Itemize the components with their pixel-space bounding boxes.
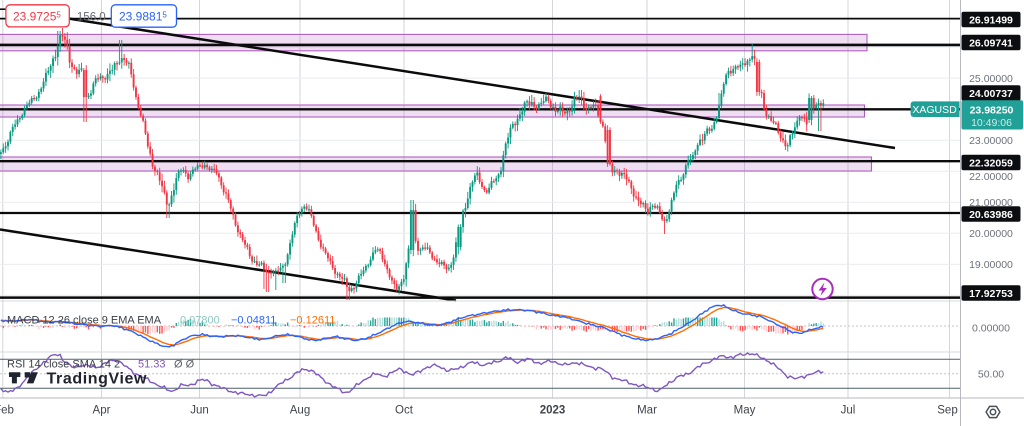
svg-text:10:49:06: 10:49:06 xyxy=(971,117,1012,129)
svg-text:26.91499: 26.91499 xyxy=(969,14,1013,26)
svg-text:23.98250: 23.98250 xyxy=(970,104,1014,116)
svg-text:Oct: Oct xyxy=(395,405,414,417)
svg-text:2023: 2023 xyxy=(540,405,566,417)
svg-text:24.00737: 24.00737 xyxy=(969,88,1013,100)
svg-text:MACD 12 26 close 9 EMA EMA: MACD 12 26 close 9 EMA EMA xyxy=(7,315,162,327)
svg-text:19.00000: 19.00000 xyxy=(969,259,1013,271)
svg-text:Aug: Aug xyxy=(290,405,310,417)
svg-text:Ø Ø: Ø Ø xyxy=(174,359,195,371)
svg-text:−0.12611: −0.12611 xyxy=(290,315,335,327)
svg-text:Sep: Sep xyxy=(937,405,957,417)
svg-text:−0.04811: −0.04811 xyxy=(231,315,276,327)
svg-text:Jun: Jun xyxy=(190,405,209,417)
svg-text:Jul: Jul xyxy=(841,405,856,417)
svg-text:Feb: Feb xyxy=(0,405,14,417)
svg-text:23.97255: 23.97255 xyxy=(13,10,61,24)
svg-text:156.0: 156.0 xyxy=(77,11,106,23)
svg-text:20.00000: 20.00000 xyxy=(969,228,1013,240)
svg-text:51.33: 51.33 xyxy=(138,359,166,371)
svg-text:50.00: 50.00 xyxy=(978,368,1004,380)
svg-text:TradingView: TradingView xyxy=(47,371,148,388)
svg-text:23.00000: 23.00000 xyxy=(969,135,1013,147)
svg-text:23.98815: 23.98815 xyxy=(119,10,167,24)
svg-text:0.00000: 0.00000 xyxy=(972,322,1010,334)
svg-text:20.63986: 20.63986 xyxy=(969,209,1013,221)
svg-text:17.92753: 17.92753 xyxy=(969,288,1013,300)
svg-text:XAGUSD: XAGUSD xyxy=(912,104,957,116)
svg-text:22.00000: 22.00000 xyxy=(969,171,1013,183)
svg-text:Apr: Apr xyxy=(93,405,111,417)
svg-text:22.32059: 22.32059 xyxy=(969,157,1013,169)
svg-text:0.07800: 0.07800 xyxy=(180,315,220,327)
svg-text:26.09741: 26.09741 xyxy=(969,37,1013,49)
svg-text:21.00000: 21.00000 xyxy=(969,197,1013,209)
svg-text:Mar: Mar xyxy=(637,405,657,417)
svg-text:May: May xyxy=(734,405,756,417)
svg-text:RSI 14 close SMA 14 2: RSI 14 close SMA 14 2 xyxy=(7,359,120,371)
svg-text:25.00000: 25.00000 xyxy=(969,73,1013,85)
